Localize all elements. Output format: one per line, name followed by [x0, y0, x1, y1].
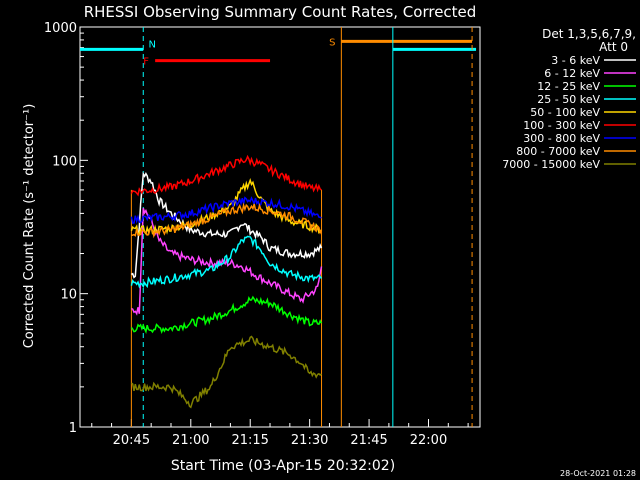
- x-tick-label: 21:45: [350, 433, 387, 448]
- y-tick-label: 1: [69, 421, 77, 436]
- x-tick-label: 21:15: [231, 433, 268, 448]
- series-line: [131, 171, 323, 279]
- annotation-label: N: [149, 39, 156, 50]
- legend-label: 25 - 50 keV: [537, 93, 600, 106]
- legend-label: 6 - 12 keV: [544, 67, 600, 80]
- legend-header-line-2: Att 0: [599, 40, 628, 54]
- y-tick-label: 10: [60, 288, 77, 303]
- series-line: [130, 154, 322, 197]
- series-line: [130, 335, 322, 409]
- legend-label: 800 - 7000 keV: [516, 145, 600, 158]
- y-axis-label: Corrected Count Rate (s⁻¹ detector⁻¹): [22, 104, 37, 349]
- y-tick-label: 1000: [44, 21, 77, 36]
- series-line: [130, 295, 323, 335]
- series-line: [130, 196, 322, 224]
- series-line: [131, 207, 323, 316]
- series-line: [131, 202, 323, 239]
- y-tick-label: 100: [52, 154, 77, 169]
- footer-date: 28-Oct-2021 01:28: [560, 469, 636, 478]
- x-tick-label: 22:00: [410, 433, 447, 448]
- x-tick-label: 20:45: [113, 433, 150, 448]
- legend-label: 12 - 25 keV: [537, 80, 600, 93]
- annotation-label: S: [329, 37, 335, 48]
- x-tick-label: 21:00: [172, 433, 209, 448]
- legend-header-line-1: Det 1,3,5,6,7,9,: [542, 27, 636, 41]
- x-tick-label: 21:30: [291, 433, 328, 448]
- legend-label: 300 - 800 keV: [523, 132, 600, 145]
- legend-label: 7000 - 15000 keV: [502, 158, 600, 171]
- legend-label: 100 - 300 keV: [523, 119, 600, 132]
- plot-frame: [79, 26, 481, 428]
- series-line: [130, 235, 323, 289]
- x-axis-label: Start Time (03-Apr-15 20:32:02): [171, 458, 395, 474]
- legend-label: 3 - 6 keV: [551, 54, 600, 67]
- chart-title: RHESSI Observing Summary Count Rates, Co…: [84, 3, 477, 21]
- legend-label: 50 - 100 keV: [530, 106, 600, 119]
- plot-layer: 20:45 21:00 21:15 21:30 21:45 22:00 1 10 100 1000…: [44, 21, 477, 448]
- annotation-label: F: [143, 57, 149, 68]
